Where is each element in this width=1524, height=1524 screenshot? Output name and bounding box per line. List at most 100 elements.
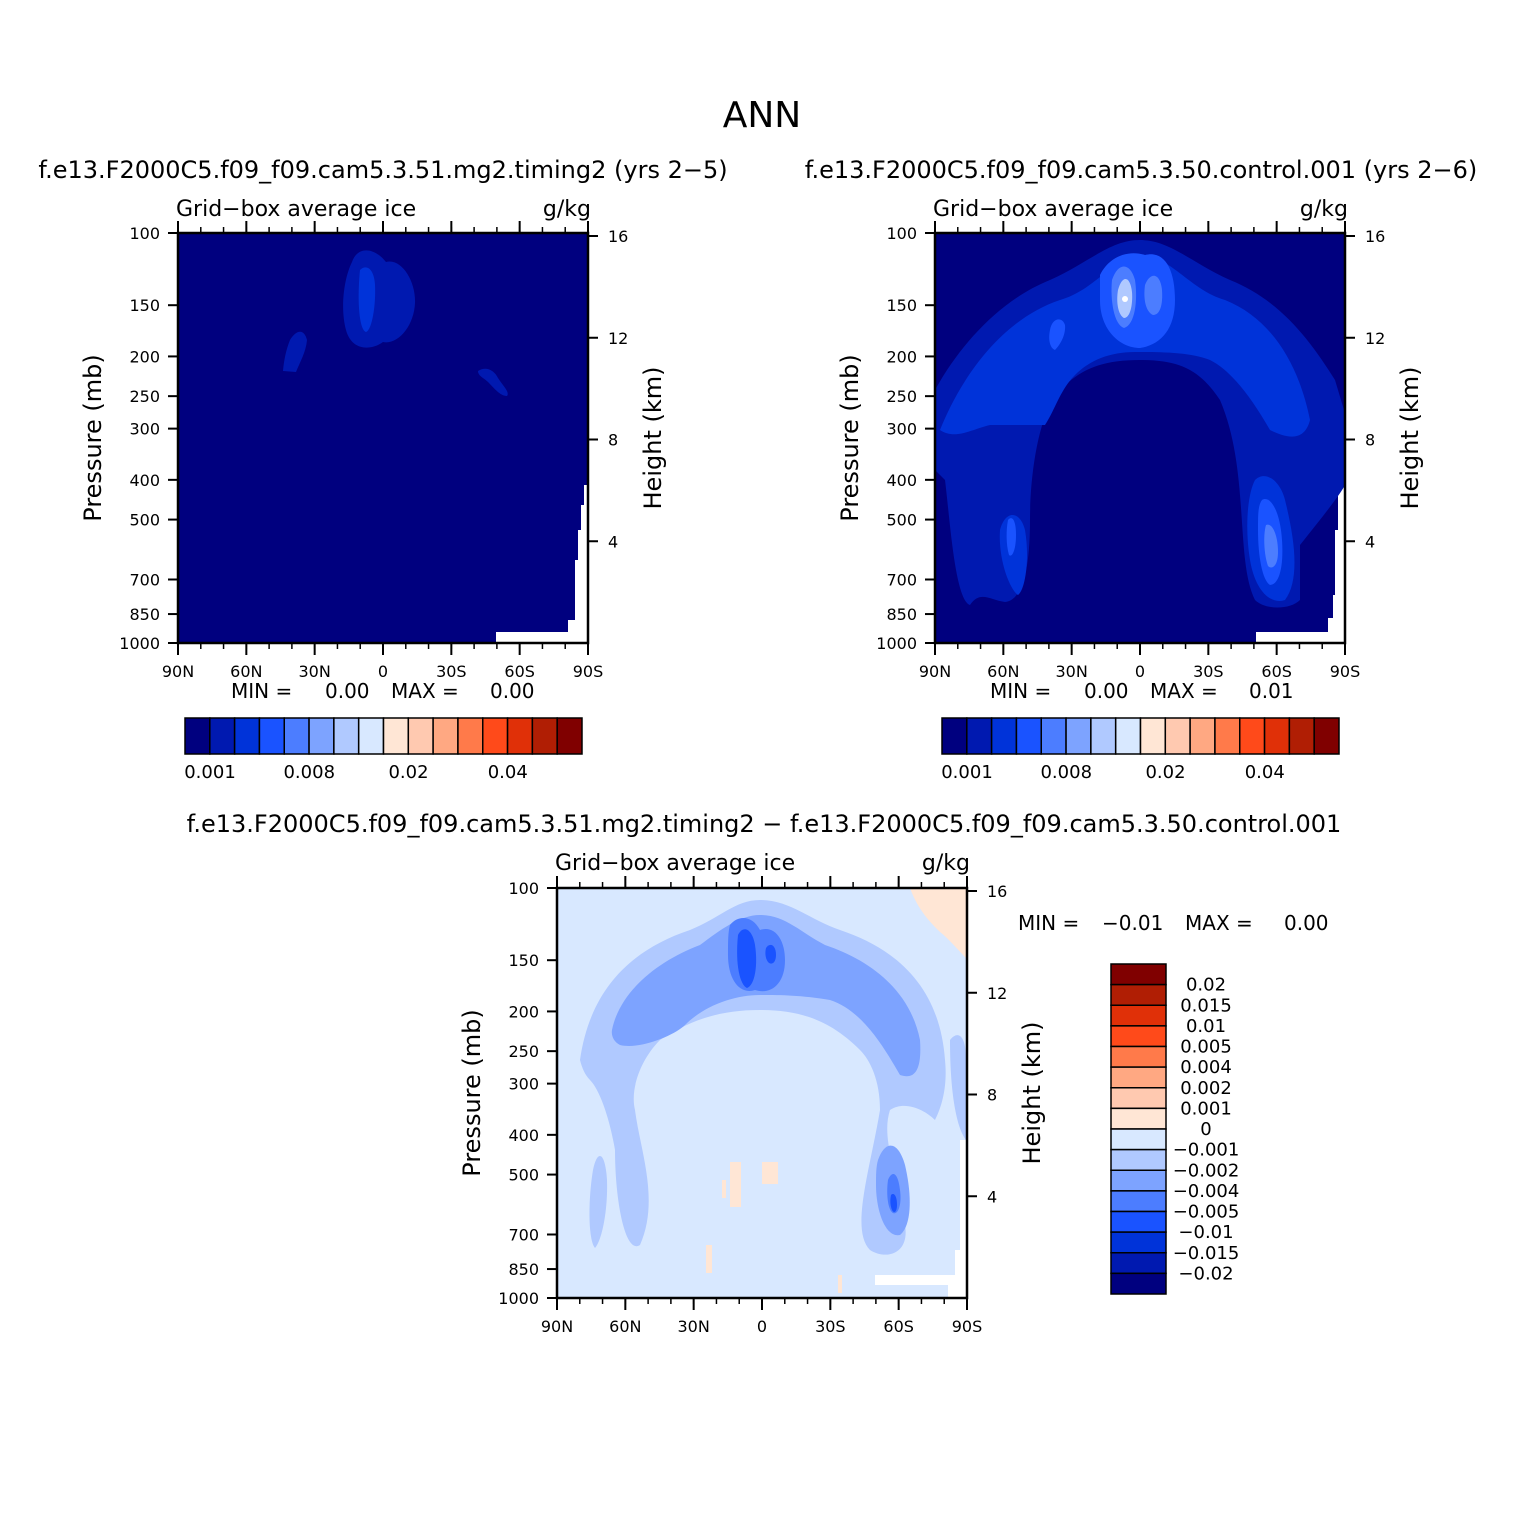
y-tick-label: 100: [129, 224, 160, 243]
colorbar-swatch: [1110, 1066, 1167, 1089]
x-tick-label: 60N: [609, 1317, 641, 1336]
colorbar-swatch: [1164, 717, 1191, 755]
colorbar-swatch: [1214, 717, 1241, 755]
panel-1-y-right-ticks: 16 12 8 4: [588, 227, 628, 551]
panel-3-y-right-ticks: 16 12 8 4: [967, 882, 1007, 1206]
colorbar-label: 0.001: [941, 762, 993, 783]
colorbar-label: −0.02: [1178, 1263, 1233, 1284]
y-tick-label: 850: [886, 605, 917, 624]
y-tick-label: 850: [508, 1260, 539, 1279]
panel-2-y-right-ticks: 16 12 8 4: [1345, 227, 1385, 551]
colorbar-swatch: [1288, 717, 1315, 755]
panel-3-title: f.e13.F2000C5.f09_f09.cam5.3.51.mg2.timi…: [187, 810, 1342, 838]
y-tick-label: 500: [886, 511, 917, 530]
y-tick-label: 250: [508, 1042, 539, 1061]
y-right-tick-label: 16: [608, 227, 628, 246]
x-tick-label: 60S: [883, 1317, 914, 1336]
panel-1-min-value: 0.00: [325, 679, 370, 703]
y-tick-label: 1000: [876, 634, 917, 653]
y-tick-label: 200: [508, 1002, 539, 1021]
x-tick-label: 60N: [230, 662, 262, 681]
x-tick-label: 90S: [952, 1317, 983, 1336]
colorbar-swatch: [1110, 1004, 1167, 1027]
y-tick-label: 1000: [498, 1289, 539, 1308]
x-tick-label: 60S: [1261, 662, 1292, 681]
panel-1-max-label: MAX =: [391, 679, 459, 703]
colorbar-swatch: [1110, 1025, 1167, 1048]
colorbar-swatch: [1110, 1272, 1167, 1295]
colorbar-swatch: [1110, 1231, 1167, 1254]
colorbar-label: 0.002: [1180, 1078, 1232, 1099]
colorbar-swatch: [990, 717, 1018, 755]
y-tick-label: 250: [129, 387, 160, 406]
panel-3-ylabel-right: Height (km): [1018, 1022, 1046, 1165]
panel-2-variable-label: Grid−box average ice: [933, 197, 1173, 222]
colorbar-swatch: [941, 717, 968, 755]
panel-3-units-label: g/kg: [922, 851, 970, 876]
y-tick-label: 150: [129, 296, 160, 315]
y-tick-label: 300: [129, 420, 160, 439]
y-right-tick-label: 12: [1365, 329, 1385, 348]
colorbar-swatch: [407, 717, 434, 755]
colorbar-swatch: [457, 717, 484, 755]
colorbar-swatch: [333, 717, 360, 755]
y-right-tick-label: 16: [987, 882, 1007, 901]
y-tick-label: 150: [508, 951, 539, 970]
colorbar-label: 0.02: [1186, 975, 1226, 996]
colorbar-label: −0.01: [1178, 1222, 1233, 1243]
panel-1-min-label: MIN =: [231, 679, 292, 703]
colorbar-swatch: [308, 717, 335, 755]
colorbar-label: −0.004: [1173, 1181, 1240, 1202]
y-right-tick-label: 12: [987, 984, 1007, 1003]
colorbar-swatch: [1110, 1045, 1167, 1068]
panel-2-units-label: g/kg: [1300, 197, 1348, 222]
y-right-tick-label: 8: [987, 1086, 997, 1105]
colorbar-label: 0.02: [1145, 762, 1185, 783]
colorbar-swatch: [556, 717, 583, 755]
panel-3-plot-area: [555, 886, 969, 1300]
x-tick-label: 90S: [573, 662, 604, 681]
colorbar-swatch: [258, 717, 285, 755]
panel-3-minor-ticks: [556, 876, 968, 1304]
colorbar-swatch: [966, 717, 993, 755]
panel-2-ylabel-right: Height (km): [1396, 367, 1424, 510]
colorbar-label: 0.001: [184, 762, 236, 783]
x-tick-label: 60N: [987, 662, 1019, 681]
x-tick-label: 30N: [678, 1317, 710, 1336]
panel-2-y-ticks: 100 150 200 250 300 400 500 700 850 1000: [876, 224, 935, 653]
panel-1-title: f.e13.F2000C5.f09_f09.cam5.3.51.mg2.timi…: [38, 156, 727, 184]
colorbar-label: 0.015: [1180, 995, 1232, 1016]
panel-3-max-value: 0.00: [1284, 911, 1329, 935]
colorbar-swatch: [1110, 1148, 1167, 1171]
y-tick-label: 100: [508, 879, 539, 898]
panel-3-variable-label: Grid−box average ice: [555, 851, 795, 876]
y-tick-label: 100: [886, 224, 917, 243]
y-right-tick-label: 8: [1365, 431, 1375, 450]
panel-2-max-label: MAX =: [1150, 679, 1218, 703]
y-right-tick-label: 8: [608, 431, 618, 450]
colorbar-swatch: [1110, 1252, 1167, 1275]
x-tick-label: 60S: [504, 662, 535, 681]
y-tick-label: 500: [129, 511, 160, 530]
main-title: ANN: [723, 95, 802, 136]
colorbar-swatch: [1189, 717, 1216, 755]
colorbar-swatch: [1110, 1087, 1167, 1110]
colorbar-label: 0.01: [1186, 1016, 1226, 1037]
colorbar-swatch: [1065, 717, 1092, 755]
y-right-tick-label: 16: [1365, 227, 1385, 246]
panel-1-colorbar-labels: 0.001 0.008 0.02 0.04: [184, 762, 528, 783]
colorbar-swatch: [209, 717, 236, 755]
colorbar-swatch: [1110, 963, 1167, 986]
y-tick-label: 200: [886, 347, 917, 366]
panel-1-ylabel-right: Height (km): [639, 367, 667, 510]
colorbar-swatch: [382, 717, 410, 755]
y-tick-label: 250: [886, 387, 917, 406]
colorbar-swatch: [1110, 983, 1167, 1006]
y-tick-label: 200: [129, 347, 160, 366]
colorbar-swatch: [1110, 1128, 1167, 1151]
panel-3-max-label: MAX =: [1185, 911, 1253, 935]
panel-1-max-value: 0.00: [490, 679, 535, 703]
y-right-tick-label: 12: [608, 329, 628, 348]
y-right-tick-label: 4: [1365, 532, 1375, 551]
